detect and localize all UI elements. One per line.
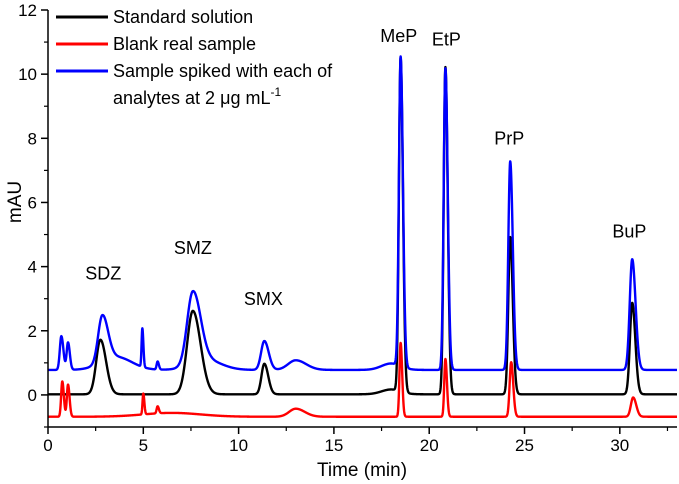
y-tick-label: 6 [28,193,37,212]
y-tick-label: 8 [28,129,37,148]
legend-label-spiked-line1: Sample spiked with each of [113,61,333,81]
peak-label: MeP [380,26,417,46]
series-line-2 [46,55,679,372]
y-tick-label: 10 [18,65,37,84]
x-tick-label: 25 [515,436,534,455]
y-tick-label: 0 [28,386,37,405]
x-tick-label: 10 [229,436,248,455]
x-tick-label: 20 [420,436,439,455]
x-axis-title: Time (min) [317,460,407,481]
legend-label-standard: Standard solution [113,7,253,27]
series-line-1 [46,341,679,418]
x-tick-label: 30 [610,436,629,455]
x-tick-label: 15 [324,436,343,455]
y-axis-title: mAU [5,181,26,223]
y-tick-label: 4 [28,258,37,277]
y-tick-label: 12 [18,1,37,20]
series-line-0 [46,56,679,396]
peak-annotations: SDZ SMZ SMX MeP EtP PrP BuP [85,26,646,309]
peak-label: SMZ [174,238,212,258]
axes-group: 0 5 10 15 20 25 30 0 2 4 6 8 10 12 [18,1,677,455]
legend: Standard solution Blank real sample Samp… [56,7,333,108]
peak-label: BuP [612,222,646,242]
peak-label: PrP [494,129,524,149]
y-tick-label: 2 [28,322,37,341]
legend-label-spiked-line2: analytes at 2 μg mL-1 [113,85,281,108]
series-traces [46,55,679,418]
peak-label: EtP [432,29,461,49]
peak-label: SDZ [85,263,121,283]
x-tick-label: 0 [43,436,52,455]
x-tick-label: 5 [139,436,148,455]
legend-label-blank: Blank real sample [113,34,256,54]
peak-label: SMX [244,289,283,309]
